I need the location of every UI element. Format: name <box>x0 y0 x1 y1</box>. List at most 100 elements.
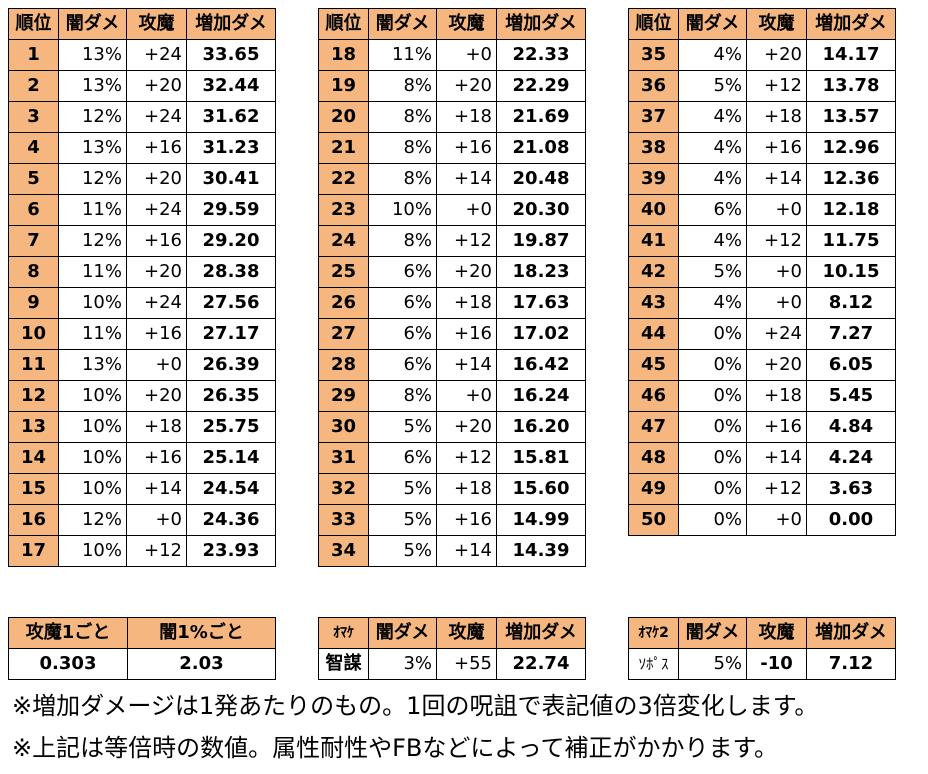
added-damage-cell: 22.33 <box>496 39 586 71</box>
rank-cell: 47 <box>628 411 679 443</box>
table-row: 16 12% +0 24.36 <box>8 504 276 536</box>
omake-row: 智謀 3% +55 22.74 <box>318 648 586 680</box>
rank-cell: 50 <box>628 504 679 536</box>
dark-damage-cell: 5% <box>368 473 437 505</box>
table-row: 1 13% +24 33.65 <box>8 39 276 71</box>
col-header-magic-attack: 攻魔 <box>746 8 807 40</box>
added-damage-cell: 16.24 <box>496 380 586 412</box>
added-damage-cell: 31.62 <box>186 101 276 133</box>
dark-damage-cell: 8% <box>368 70 437 102</box>
table-row: 45 0% +20 6.05 <box>628 349 896 381</box>
rank-cell: 1 <box>8 39 59 71</box>
rank-cell: 46 <box>628 380 679 412</box>
added-damage-cell: 25.75 <box>186 411 276 443</box>
table-row: 36 5% +12 13.78 <box>628 70 896 102</box>
rank-cell: 28 <box>318 349 369 381</box>
added-damage-cell: 11.75 <box>806 225 896 257</box>
dark-damage-cell: 0% <box>678 473 747 505</box>
rank-cell: 39 <box>628 163 679 195</box>
dark-damage-cell: 10% <box>58 473 127 505</box>
dark-damage-cell: 6% <box>368 287 437 319</box>
footnote-2: ※上記は等倍時の数値。属性耐性やFBなどによって補正がかかります。 <box>12 734 779 762</box>
rank-cell: 19 <box>318 70 369 102</box>
added-damage-cell: 4.84 <box>806 411 896 443</box>
table-row: 31 6% +12 15.81 <box>318 442 586 474</box>
table-row: 37 4% +18 13.57 <box>628 101 896 133</box>
rank-cell: 32 <box>318 473 369 505</box>
magic-attack-cell: +18 <box>126 411 187 443</box>
added-damage-cell: 30.41 <box>186 163 276 195</box>
added-damage-cell: 20.48 <box>496 163 586 195</box>
added-damage-cell: 7.27 <box>806 318 896 350</box>
added-damage-cell: 12.18 <box>806 194 896 226</box>
rank-cell: 6 <box>8 194 59 226</box>
col-header-magic-attack: 攻魔 <box>126 8 187 40</box>
magic-attack-cell: +24 <box>126 194 187 226</box>
rank-cell: 12 <box>8 380 59 412</box>
magic-attack-cell: +24 <box>126 101 187 133</box>
table-row: 38 4% +16 12.96 <box>628 132 896 164</box>
rank-cell: 24 <box>318 225 369 257</box>
magic-attack-cell: +0 <box>436 380 497 412</box>
magic-attack-cell: +20 <box>436 70 497 102</box>
table-row: 47 0% +16 4.84 <box>628 411 896 443</box>
rank-cell: 41 <box>628 225 679 257</box>
magic-attack-cell: +18 <box>436 287 497 319</box>
dark-damage-cell: 4% <box>678 101 747 133</box>
dark-damage-cell: 4% <box>678 132 747 164</box>
per-unit-summary-table: 攻魔1ごと 闇1%ごと 0.303 2.03 <box>8 617 276 680</box>
magic-attack-cell: +20 <box>746 39 807 71</box>
dark-damage-cell: 10% <box>58 411 127 443</box>
magic-attack-cell: +0 <box>746 287 807 319</box>
added-damage-cell: 0.00 <box>806 504 896 536</box>
dark-damage-cell: 0% <box>678 442 747 474</box>
dark-damage-cell: 6% <box>368 318 437 350</box>
magic-attack-cell: +0 <box>746 194 807 226</box>
header-row: 順位 闇ダメ 攻魔 増加ダメ <box>8 8 276 40</box>
table-row: 19 8% +20 22.29 <box>318 70 586 102</box>
rank-cell: 20 <box>318 101 369 133</box>
dark-damage-cell: 4% <box>678 39 747 71</box>
dark-damage-cell: 12% <box>58 504 127 536</box>
table-row: 42 5% +0 10.15 <box>628 256 896 288</box>
table-row: 49 0% +12 3.63 <box>628 473 896 505</box>
added-damage-cell: 12.96 <box>806 132 896 164</box>
magic-attack-cell: +20 <box>746 349 807 381</box>
dark-damage-cell: 10% <box>58 380 127 412</box>
magic-attack-cell: +0 <box>436 39 497 71</box>
magic-attack-cell: +20 <box>126 256 187 288</box>
rank-cell: 5 <box>8 163 59 195</box>
header-row: 順位 闇ダメ 攻魔 増加ダメ <box>628 8 896 40</box>
rank-cell: 8 <box>8 256 59 288</box>
dark-damage-cell: 8% <box>368 225 437 257</box>
dark-damage-cell: 0% <box>678 411 747 443</box>
table-row: 12 10% +20 26.35 <box>8 380 276 412</box>
rank-cell: 21 <box>318 132 369 164</box>
dark-damage-cell: 5% <box>368 504 437 536</box>
omake2-magic-attack: -10 <box>746 648 807 680</box>
dark-damage-cell: 12% <box>58 101 127 133</box>
table-row: 20 8% +18 21.69 <box>318 101 586 133</box>
table-row: 33 5% +16 14.99 <box>318 504 586 536</box>
rank-cell: 26 <box>318 287 369 319</box>
col-header-added-damage: 増加ダメ <box>806 8 896 40</box>
col-header-magic-attack: 攻魔 <box>436 617 497 649</box>
magic-attack-cell: +16 <box>746 411 807 443</box>
dark-damage-cell: 8% <box>368 132 437 164</box>
rank-cell: 14 <box>8 442 59 474</box>
per-magic-attack-value: 0.303 <box>8 648 128 680</box>
table-row: 24 8% +12 19.87 <box>318 225 586 257</box>
table-row: 44 0% +24 7.27 <box>628 318 896 350</box>
rank-cell: 23 <box>318 194 369 226</box>
col-header-added-damage: 増加ダメ <box>496 617 586 649</box>
rank-cell: 33 <box>318 504 369 536</box>
dark-damage-cell: 0% <box>678 380 747 412</box>
magic-attack-cell: +12 <box>746 70 807 102</box>
dark-damage-cell: 0% <box>678 349 747 381</box>
col-header-dark-damage: 闇ダメ <box>58 8 127 40</box>
magic-attack-cell: +14 <box>436 349 497 381</box>
table-row: 6 11% +24 29.59 <box>8 194 276 226</box>
omake2-name: ｿﾎﾟｽ <box>628 648 679 680</box>
rank-cell: 22 <box>318 163 369 195</box>
col-header-dark-damage: 闇ダメ <box>678 8 747 40</box>
